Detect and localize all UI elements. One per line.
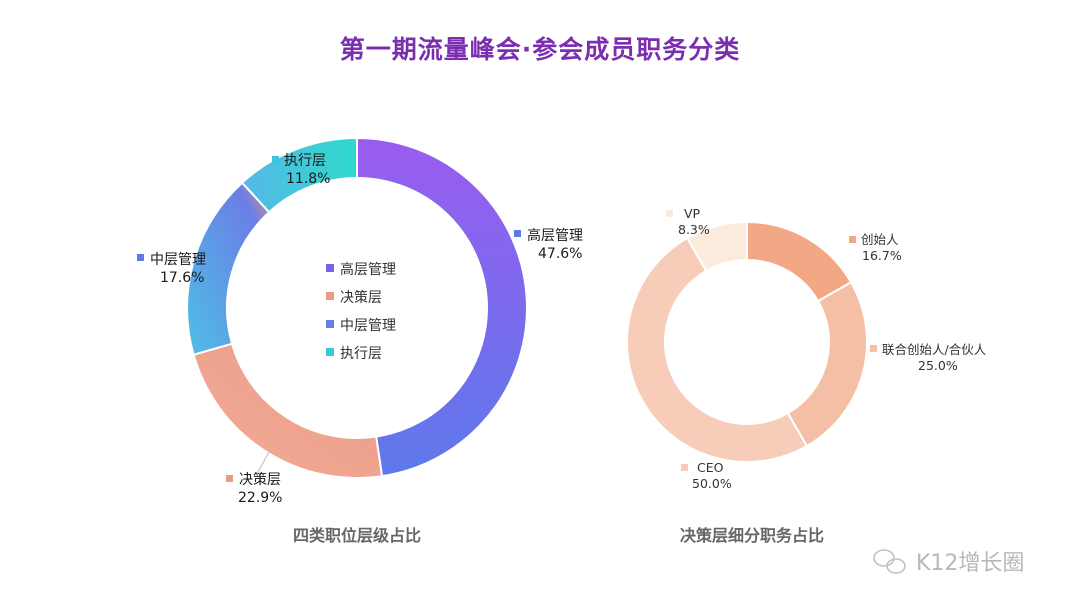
legend-swatch xyxy=(326,348,334,356)
label-senior-management: 高层管理 47.6% xyxy=(514,227,583,262)
legend-swatch xyxy=(272,156,279,163)
slice-name: CEO xyxy=(697,460,724,475)
legend-swatch xyxy=(666,210,673,217)
donut-chart-decision-roles xyxy=(626,220,868,463)
slice-name: 决策层 xyxy=(239,471,281,488)
legend-swatch xyxy=(226,475,233,482)
donut-slice-2 xyxy=(786,280,868,448)
slice-value: 47.6% xyxy=(538,246,582,262)
slice-value: 50.0% xyxy=(692,476,732,491)
slice-value: 25.0% xyxy=(918,358,958,373)
legend-swatch xyxy=(137,254,144,261)
slice-value: 16.7% xyxy=(862,248,902,263)
label-founder: 创始人 16.7% xyxy=(849,232,902,263)
watermark: K12增长圈 xyxy=(873,549,1024,576)
legend-item: 中层管理 xyxy=(340,318,396,334)
label-cofounder: 联合创始人/合伙人 25.0% xyxy=(870,342,987,373)
donut-slice-3 xyxy=(626,236,809,463)
legend-swatch xyxy=(849,236,856,243)
legend-swatch xyxy=(681,464,688,471)
leader-line xyxy=(256,449,271,475)
legend-item: 执行层 xyxy=(340,346,382,362)
center-legend: 高层管理 决策层 中层管理 执行层 xyxy=(326,261,396,362)
left-chart-caption: 四类职位层级占比 xyxy=(293,526,421,545)
slice-name: VP xyxy=(684,206,701,221)
slice-name: 中层管理 xyxy=(150,252,206,268)
donut-slice-1 xyxy=(356,136,528,478)
slice-name: 联合创始人/合伙人 xyxy=(882,342,987,357)
slice-name: 创始人 xyxy=(861,232,899,247)
legend-swatch xyxy=(514,230,521,237)
label-execution-layer: 执行层 11.8% xyxy=(272,153,330,187)
donut-slice-2 xyxy=(192,342,384,479)
label-decision-layer: 决策层 22.9% xyxy=(226,471,282,506)
legend-swatch xyxy=(326,320,334,328)
legend-item: 决策层 xyxy=(340,289,382,306)
donut-slice-4 xyxy=(685,220,748,273)
legend-swatch xyxy=(326,292,334,300)
label-middle-management: 中层管理 17.6% xyxy=(137,252,206,286)
slice-name: 执行层 xyxy=(284,153,326,169)
donut-chart-job-levels xyxy=(186,136,528,479)
slice-name: 高层管理 xyxy=(527,227,583,244)
donut-slice-1 xyxy=(746,220,853,303)
wechat-icon xyxy=(873,549,906,574)
slice-value: 11.8% xyxy=(286,171,330,187)
page-title: 第一期流量峰会·参会成员职务分类 xyxy=(339,35,741,64)
label-vp: VP 8.3% xyxy=(666,206,710,237)
legend-swatch xyxy=(870,345,877,352)
label-ceo: CEO 50.0% xyxy=(681,460,732,491)
donut-slice-3 xyxy=(186,181,271,356)
legend-item: 高层管理 xyxy=(340,261,396,278)
legend-swatch xyxy=(326,264,334,272)
right-chart-caption: 决策层细分职务占比 xyxy=(680,526,824,545)
slice-value: 17.6% xyxy=(160,270,204,286)
slice-value: 8.3% xyxy=(678,222,710,237)
slice-value: 22.9% xyxy=(238,490,282,506)
watermark-text: K12增长圈 xyxy=(916,551,1024,576)
